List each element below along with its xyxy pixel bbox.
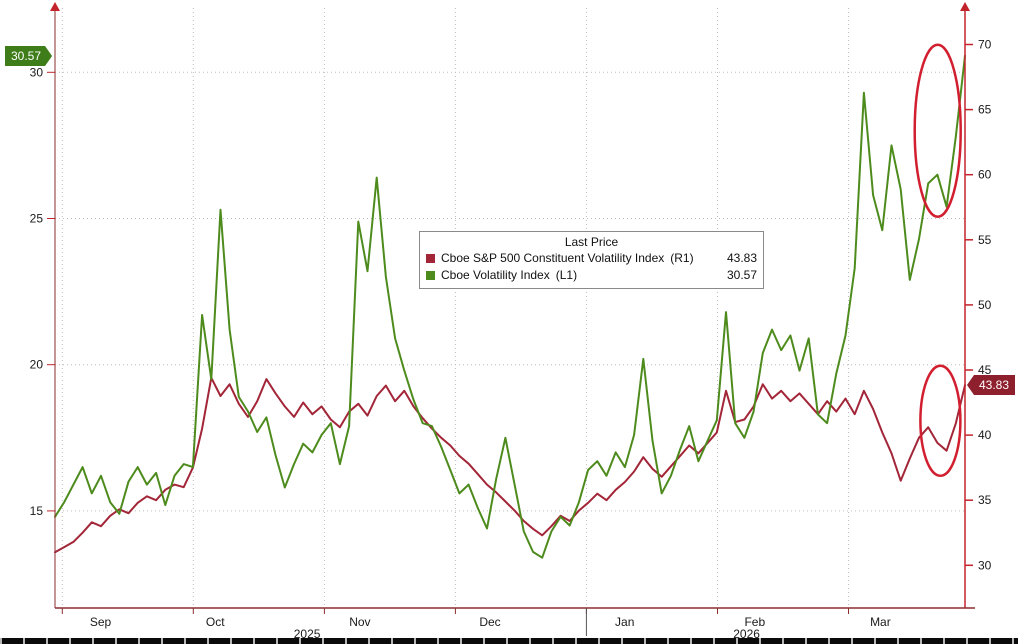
legend-axis-tag: (R1) <box>670 251 694 265</box>
bottom-bar <box>0 638 1018 644</box>
left-price-badge-value: 30.57 <box>11 49 42 63</box>
right-price-badge: 43.83 <box>967 375 1016 395</box>
month-label: Mar <box>870 615 891 629</box>
right-axis-tick-label: 55 <box>978 233 992 247</box>
annotation-ellipse <box>919 364 962 478</box>
year-label: 2025 <box>294 627 321 641</box>
right-axis-tick-label: 40 <box>978 428 992 442</box>
left-axis-tick-label: 20 <box>30 358 44 372</box>
left-axis-tick-label: 25 <box>30 212 44 226</box>
month-label: Dec <box>479 615 500 629</box>
legend-row-r1: Cboe S&P 500 Constituent Volatility Inde… <box>426 250 757 267</box>
month-label: Jan <box>615 615 634 629</box>
right-axis-tick-label: 30 <box>978 558 992 572</box>
month-label: Oct <box>206 615 225 629</box>
series-swatch-red <box>426 254 435 263</box>
right-axis-tick-label: 35 <box>978 493 992 507</box>
month-label: Feb <box>744 615 765 629</box>
series-line-r1 <box>54 376 966 554</box>
right-axis-arrow-icon <box>960 2 970 11</box>
right-axis-tick-label: 50 <box>978 298 992 312</box>
month-label: Nov <box>349 615 370 629</box>
left-price-badge: 30.57 <box>5 46 52 66</box>
right-axis-tick-label: 70 <box>978 38 992 52</box>
left-axis-tick-label: 15 <box>30 504 44 518</box>
legend-series-label: Cboe S&P 500 Constituent Volatility Inde… <box>441 251 665 265</box>
series-swatch-green <box>426 271 435 280</box>
month-label: Sep <box>90 615 112 629</box>
right-axis-tick-label: 60 <box>978 168 992 182</box>
right-price-badge-value: 43.83 <box>979 378 1010 392</box>
legend-series-label: Cboe Volatility Index <box>441 268 550 282</box>
series-line-l1 <box>54 54 966 559</box>
legend-row-l1: Cboe Volatility Index (L1) 30.57 <box>426 267 757 284</box>
right-axis-tick-label: 65 <box>978 103 992 117</box>
annotation-ellipse <box>913 43 962 219</box>
left-axis-tick-label: 30 <box>30 65 44 79</box>
year-label: 2026 <box>733 627 760 641</box>
left-axis-arrow-icon <box>50 2 60 11</box>
legend-axis-tag: (L1) <box>555 268 578 282</box>
legend-last-price: 30.57 <box>726 268 757 282</box>
legend-last-price: 43.83 <box>726 251 757 265</box>
chart-legend: Last Price Cboe S&P 500 Constituent Vola… <box>419 231 764 289</box>
right-axis-tick-label: 45 <box>978 363 992 377</box>
legend-title: Last Price <box>564 235 619 249</box>
